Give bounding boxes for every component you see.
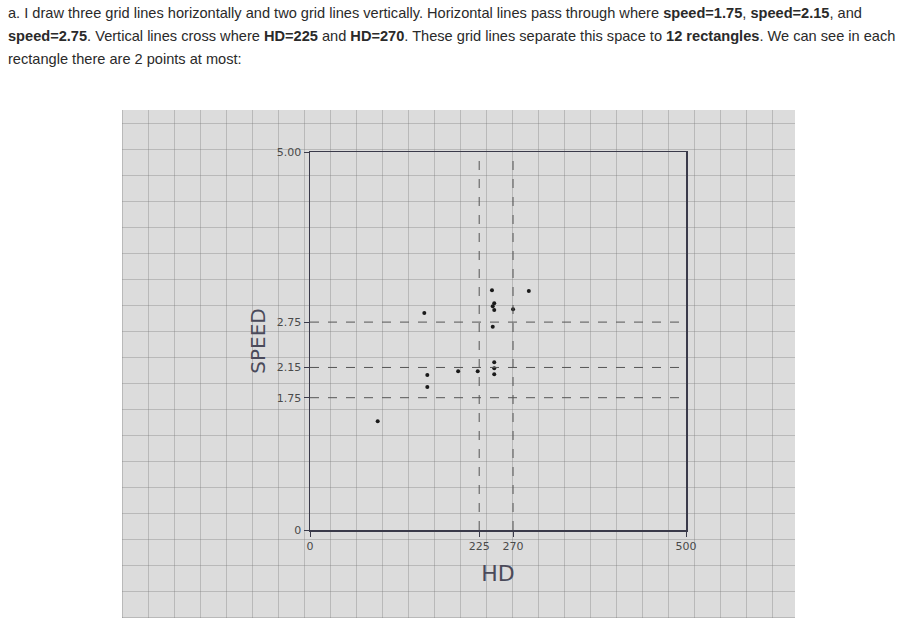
- svg-text:0: 0: [307, 540, 314, 553]
- html-text:a. I draw three grid lines hor: a. I draw three grid lines horizontally …: [8, 5, 862, 21]
- svg-text:SPEED: SPEED: [246, 308, 270, 373]
- svg-text:225: 225: [469, 540, 490, 553]
- svg-text:2.15: 2.15: [277, 361, 302, 374]
- svg-text:HD: HD: [481, 561, 514, 586]
- svg-text:5.00: 5.00: [277, 146, 302, 159]
- svg-text:1.75: 1.75: [277, 392, 302, 405]
- html-text:speed=2.75. Vertical lines cro: speed=2.75. Vertical lines cross where H…: [8, 28, 896, 67]
- svg-text:2.75: 2.75: [277, 316, 302, 329]
- svg-text:270: 270: [503, 540, 524, 553]
- svg-text:0: 0: [294, 524, 301, 537]
- svg-text:500: 500: [676, 540, 697, 553]
